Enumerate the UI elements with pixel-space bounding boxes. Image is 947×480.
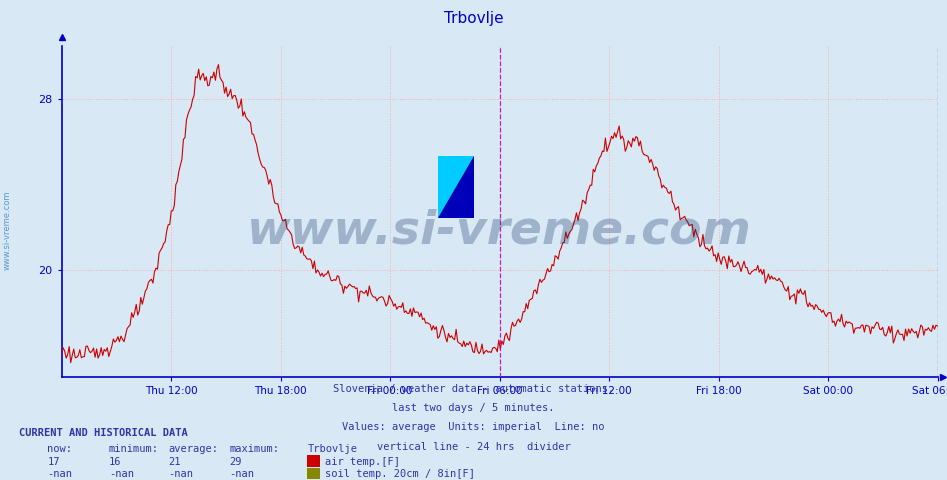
Text: vertical line - 24 hrs  divider: vertical line - 24 hrs divider (377, 442, 570, 452)
Text: CURRENT AND HISTORICAL DATA: CURRENT AND HISTORICAL DATA (19, 428, 188, 438)
Text: Trbovlje: Trbovlje (444, 11, 503, 26)
Text: air temp.[F]: air temp.[F] (325, 457, 400, 467)
Text: 21: 21 (169, 457, 181, 467)
Text: 16: 16 (109, 457, 121, 467)
Polygon shape (438, 156, 474, 218)
Text: 29: 29 (229, 457, 241, 467)
Text: average:: average: (169, 444, 219, 455)
Text: 17: 17 (47, 457, 60, 467)
Text: Trbovlje: Trbovlje (308, 444, 358, 455)
Text: maximum:: maximum: (229, 444, 279, 455)
Text: -nan: -nan (169, 469, 193, 480)
Text: -nan: -nan (47, 469, 72, 480)
Text: -nan: -nan (109, 469, 134, 480)
Text: minimum:: minimum: (109, 444, 159, 455)
Polygon shape (438, 156, 474, 218)
Text: Slovenia / weather data - automatic stations.: Slovenia / weather data - automatic stat… (333, 384, 614, 394)
Text: soil temp. 20cm / 8in[F]: soil temp. 20cm / 8in[F] (325, 469, 474, 480)
Text: www.si-vreme.com: www.si-vreme.com (3, 191, 12, 270)
Text: last two days / 5 minutes.: last two days / 5 minutes. (392, 403, 555, 413)
Text: now:: now: (47, 444, 72, 455)
Text: Values: average  Units: imperial  Line: no: Values: average Units: imperial Line: no (342, 422, 605, 432)
Text: www.si-vreme.com: www.si-vreme.com (247, 209, 752, 253)
Text: -nan: -nan (229, 469, 254, 480)
